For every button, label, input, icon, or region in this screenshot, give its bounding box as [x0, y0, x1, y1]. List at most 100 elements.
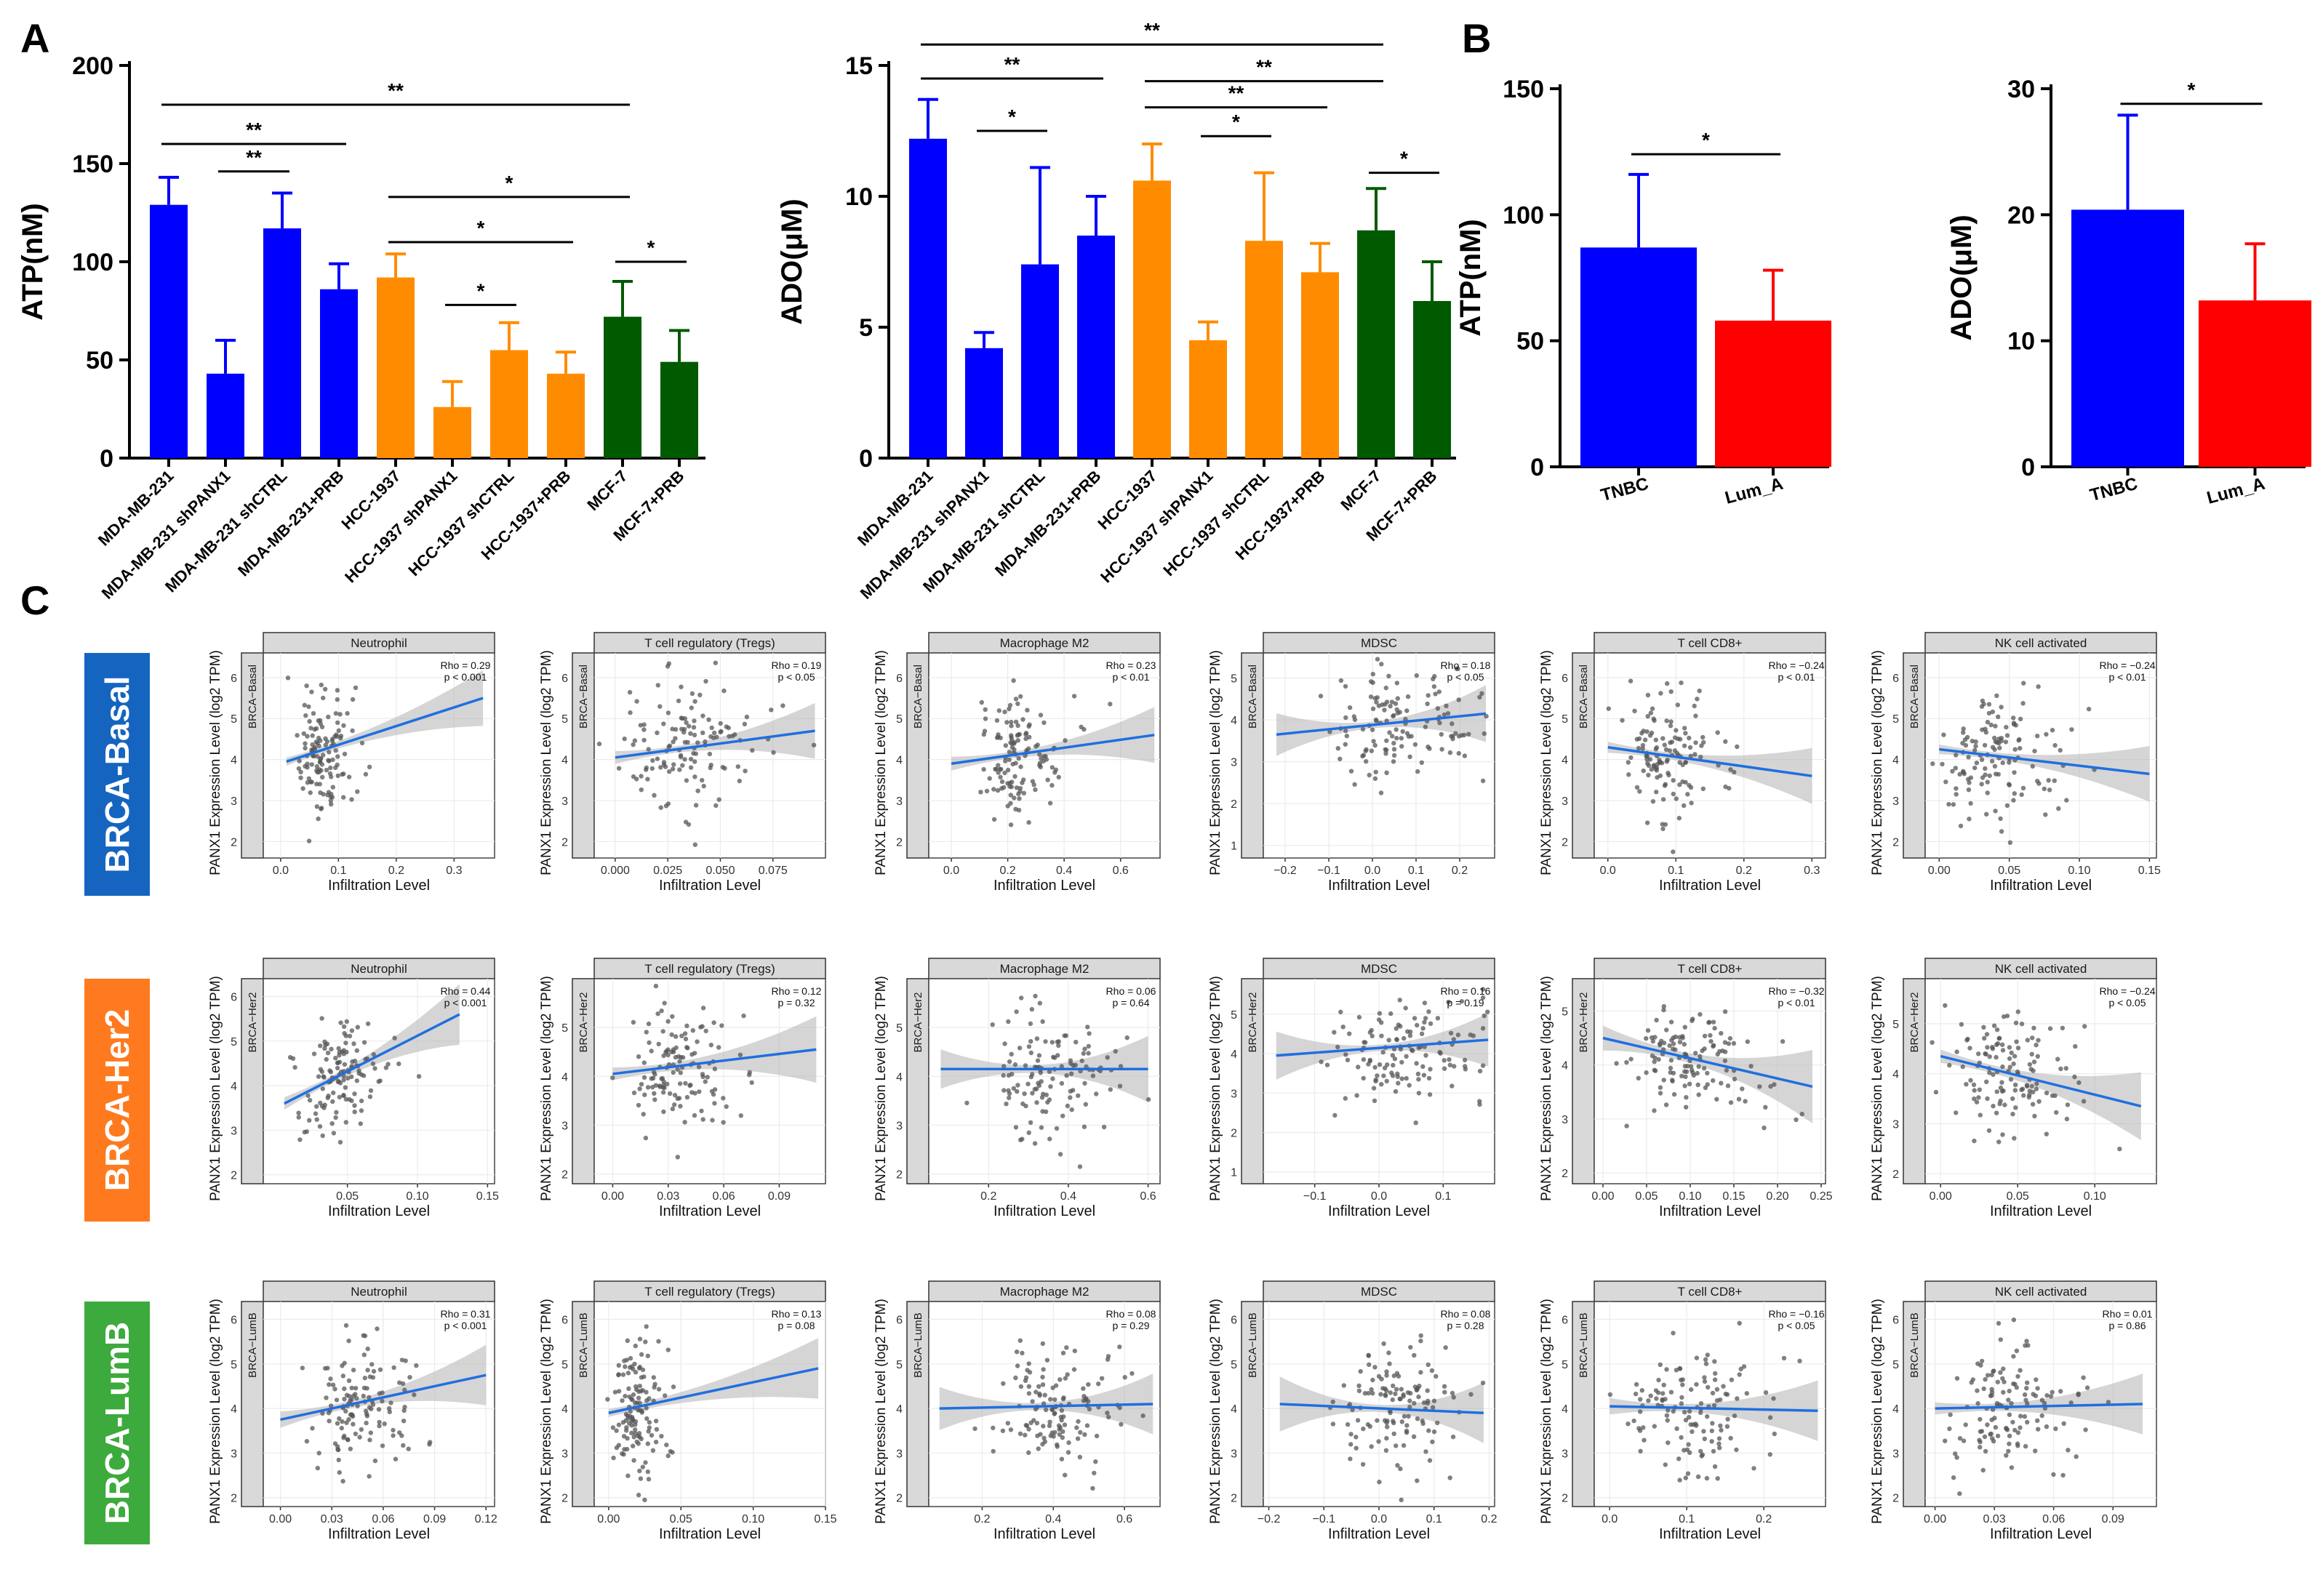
scatter-point	[1994, 740, 2000, 745]
scatter-point	[1727, 1035, 1733, 1041]
scatter-point	[1961, 726, 1966, 731]
scatter-point	[1055, 1444, 1060, 1449]
scatter-point	[2044, 1091, 2050, 1096]
scatter-point	[1425, 1400, 1431, 1406]
scatter-point	[406, 1446, 411, 1451]
scatter-point	[353, 1386, 359, 1391]
scatter-point	[2035, 1418, 2040, 1424]
x-tick-label: 0.15	[814, 1513, 836, 1525]
scatter-point	[1437, 721, 1442, 726]
scatter-point	[676, 1096, 682, 1101]
scatter-point	[343, 1085, 348, 1090]
scatter-point	[1708, 1032, 1713, 1038]
scatter-point	[2007, 1441, 2012, 1446]
scatter-point	[2044, 1393, 2050, 1398]
significance-label: *	[1702, 129, 1710, 151]
scatter-point	[1981, 702, 1986, 707]
scatter-point	[1722, 1058, 1728, 1064]
scatter-point	[1682, 1064, 1688, 1069]
scatter-point	[628, 1409, 633, 1414]
scatter-point	[1390, 734, 1395, 739]
scatter-point	[1396, 1080, 1401, 1086]
scatter-point	[1059, 1456, 1065, 1461]
scatter-point	[1076, 1093, 1081, 1099]
facet-title: Macrophage M2	[1000, 962, 1089, 976]
scatter-point	[329, 1121, 335, 1126]
y-tick-label: 3	[1231, 757, 1237, 769]
scatter-point	[640, 1367, 646, 1373]
scatter-point	[687, 1083, 692, 1088]
scatter-point	[306, 776, 311, 782]
scatter-point	[1043, 1109, 1049, 1115]
scatter-point	[1391, 740, 1396, 746]
scatter-point	[1348, 769, 1354, 774]
confidence-band	[612, 1016, 817, 1083]
scatter-point	[1648, 710, 1653, 715]
scatter-point	[1332, 1030, 1337, 1035]
y-tick-label: 150	[72, 151, 113, 178]
scatter-point	[1725, 1083, 1731, 1088]
y-tick-label: 0	[100, 445, 113, 473]
y-tick-label: 3	[1231, 1448, 1237, 1460]
scatter-point	[1008, 793, 1014, 798]
scatter-point	[1020, 1101, 1025, 1107]
scatter-point	[653, 983, 659, 989]
scatter-point	[2030, 1035, 2035, 1040]
x-axis-label: Infiltration Level	[659, 878, 761, 894]
rho-label: Rho = −0.32	[1768, 985, 1824, 997]
scatter-point	[348, 1398, 353, 1403]
scatter-point	[1646, 772, 1651, 778]
scatter-point	[343, 1096, 349, 1102]
scatter-point	[350, 728, 355, 734]
scatter-point	[1023, 731, 1028, 737]
scatter-point	[345, 1075, 351, 1081]
scatter-point	[1379, 1376, 1384, 1382]
scatter-point	[1372, 1365, 1378, 1370]
scatter-point	[1676, 736, 1681, 742]
scatter-point	[1966, 755, 1971, 760]
scatter-point	[622, 1447, 627, 1452]
scatter-point	[1983, 766, 1988, 771]
scatter-point	[1372, 742, 1378, 748]
side-strip	[906, 1301, 929, 1507]
side-strip-label: BRCA−LumB	[247, 1312, 259, 1378]
scatter-point	[1028, 1074, 1034, 1080]
scatter-point	[1751, 1466, 1756, 1471]
scatter-point	[1435, 1016, 1441, 1021]
scatter-point	[328, 1376, 333, 1382]
panel-letter-c: C	[20, 577, 49, 623]
scatter-point	[1041, 1091, 1046, 1096]
scatter-point	[1633, 1391, 1639, 1397]
scatter-point	[664, 1443, 669, 1448]
scatter-point	[677, 767, 682, 772]
side-strip-label: BRCA−Her2	[247, 993, 259, 1053]
scatter-point	[1433, 691, 1438, 697]
scatter-point	[624, 1425, 629, 1430]
y-tick-label: 100	[1503, 201, 1544, 229]
y-tick-label: 5	[231, 713, 237, 726]
scatter-point	[1347, 1031, 1352, 1036]
scatter-point	[2036, 1427, 2041, 1432]
scatter-point	[1028, 1420, 1033, 1426]
scatter-point	[1341, 1383, 1347, 1388]
scatter-point	[633, 1387, 639, 1392]
scatter-point	[1318, 694, 1324, 699]
scatter-point	[682, 1120, 687, 1125]
scatter-point	[1014, 1350, 1020, 1355]
scatter-point	[1667, 1043, 1672, 1048]
scatter-point	[314, 804, 320, 809]
scatter-point	[737, 1052, 743, 1058]
scatter-point	[1415, 769, 1420, 774]
scatter-point	[991, 787, 996, 792]
x-tick-label: 0.09	[423, 1513, 446, 1525]
bar-charts: 050100150200ATP(nM)MDA-MB-231MDA-MB-231 …	[17, 19, 2311, 603]
regression-line	[1939, 747, 2150, 776]
row-label-box	[84, 1302, 150, 1544]
scatter-point	[679, 1033, 684, 1038]
scatter-point	[1056, 1043, 1061, 1048]
y-axis-label: PANX1 Expression Level (log2 TPM)	[208, 1299, 223, 1524]
scatter-point	[332, 1387, 337, 1392]
scatter-point	[1404, 1423, 1410, 1428]
scatter-point	[1389, 699, 1395, 705]
scatter-point	[352, 1091, 357, 1096]
